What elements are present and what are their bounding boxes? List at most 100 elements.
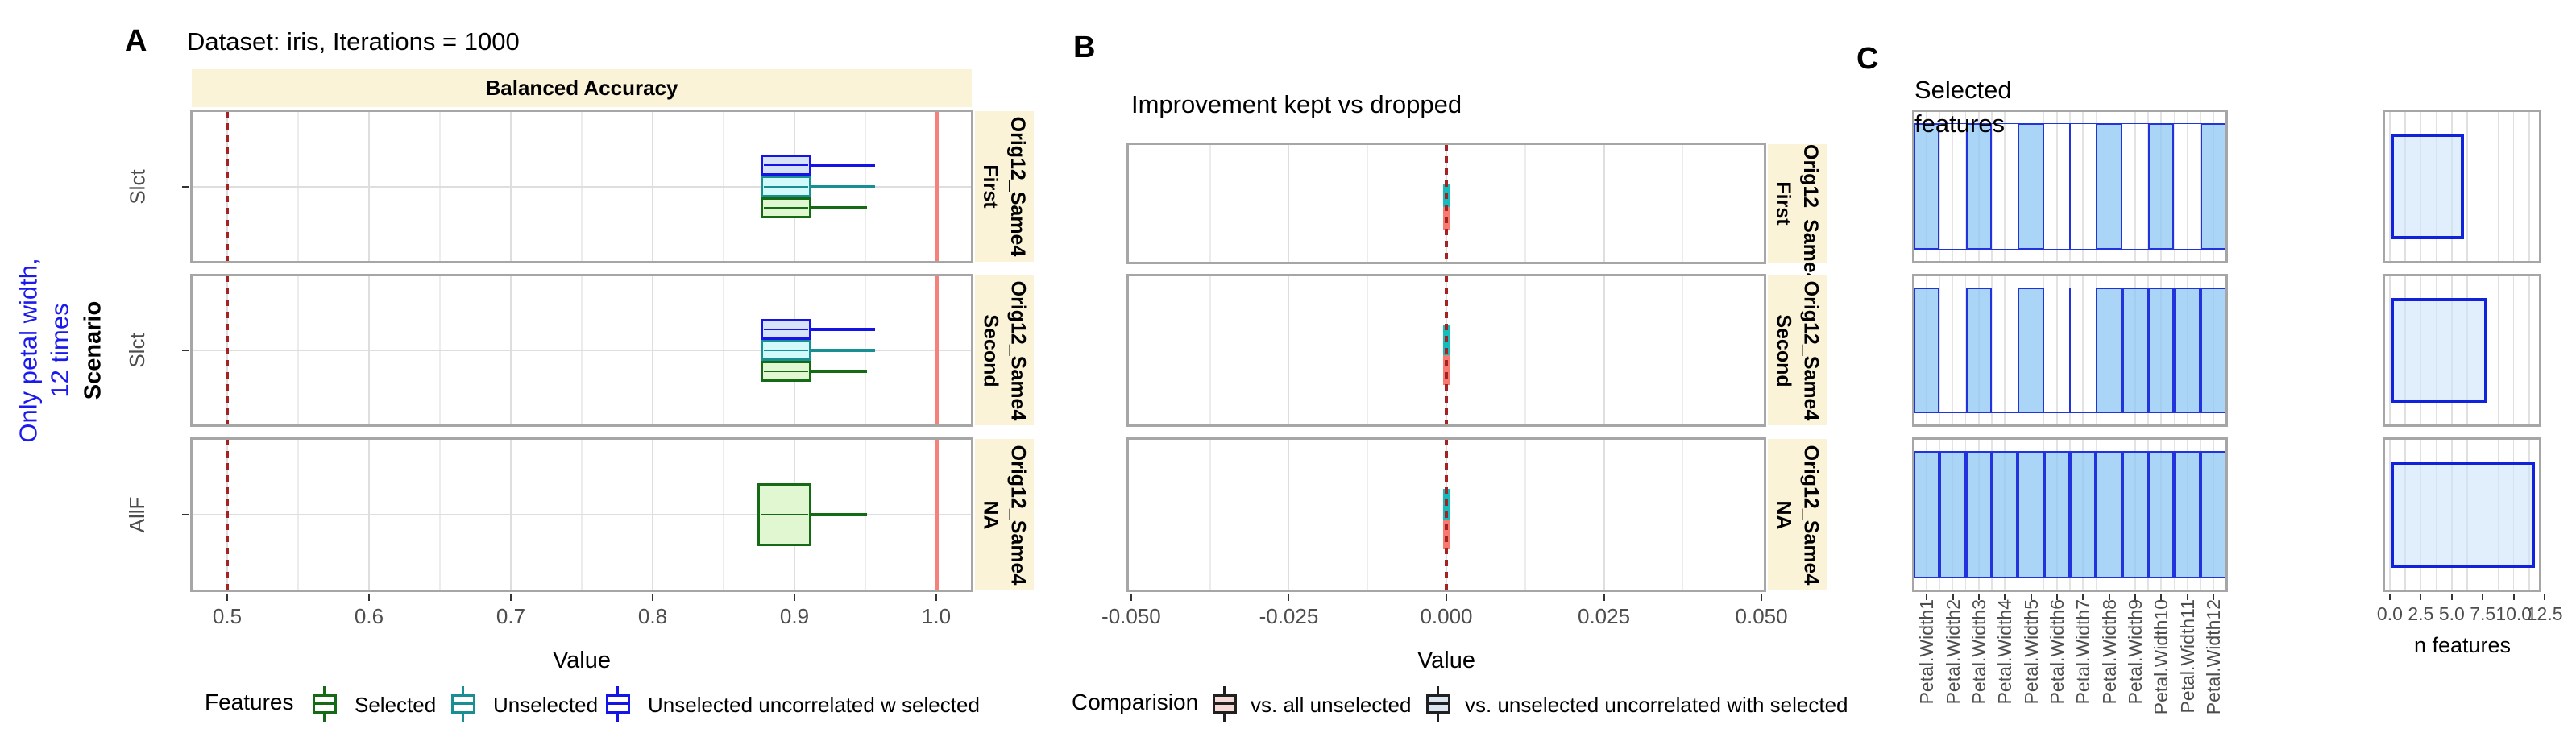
bar-feature xyxy=(2018,122,2044,250)
axis-tick-mark xyxy=(2030,594,2032,600)
axis-tick-mark xyxy=(368,594,370,601)
feature-tick-label: Petal.Width12 xyxy=(2202,599,2225,731)
boxplot-whisker xyxy=(811,349,876,352)
boxplot-whisker xyxy=(811,205,867,209)
bar-zero-width-line xyxy=(2069,122,2071,250)
boxplot-median xyxy=(763,164,809,167)
ref-line-solid xyxy=(934,275,939,425)
panel-title-c-line2: features xyxy=(1914,110,2006,138)
panel-border xyxy=(2383,437,2541,592)
bar-feature xyxy=(1965,287,1992,414)
axis-tick-mark xyxy=(2482,594,2484,600)
gridline-major xyxy=(1603,144,1605,263)
gridline-minor xyxy=(2004,111,2006,262)
gridline-minor xyxy=(2482,111,2483,262)
gridline-minor xyxy=(1209,275,1211,425)
boxplot-whisker xyxy=(811,327,876,331)
feature-tick-label: Petal.Width10 xyxy=(2150,599,2172,731)
panel-border xyxy=(2383,110,2541,263)
axis-tick-mark xyxy=(935,594,937,601)
facet-strip-right-label: Orig12_Same4 First xyxy=(1768,144,1827,284)
feature-tick-label: Petal.Width8 xyxy=(2098,599,2121,731)
y-axis-title-text: Scenario xyxy=(80,300,106,400)
axis-tick-mark xyxy=(2108,594,2110,600)
boxplot-median xyxy=(763,328,809,330)
gridline-minor xyxy=(1682,275,1684,425)
panel-border xyxy=(1126,143,1766,264)
gridline-major xyxy=(1288,275,1290,425)
facet-strip-right-label: Orig12_Same4 First xyxy=(975,111,1034,262)
x-axis-title-nfeatures: n features xyxy=(2413,633,2512,657)
gridline-minor xyxy=(2056,111,2058,262)
feature-tick-label-text: Petal.Width3 xyxy=(1968,599,1989,705)
feature-tick-label-text: Petal.Width10 xyxy=(2150,599,2172,715)
feature-tick-label: Petal.Width6 xyxy=(2046,599,2068,731)
boxplot-median xyxy=(763,206,809,209)
gridline-minor xyxy=(2186,111,2188,262)
feature-tick-label-text: Petal.Width9 xyxy=(2124,599,2146,705)
bar-feature xyxy=(2122,287,2148,414)
bar-feature xyxy=(2200,287,2226,414)
facet-strip-right xyxy=(1768,439,1827,590)
bar-feature xyxy=(2148,122,2175,250)
feature-tick-label: Petal.Width11 xyxy=(2176,599,2199,731)
ref-line-dotted xyxy=(226,275,229,425)
legend-glyph-median xyxy=(1215,702,1234,705)
panel-border xyxy=(1126,437,1766,592)
legend-label-unselected-uncorrelated: Unselected uncorrelated w selected xyxy=(648,693,980,717)
ref-line-solid xyxy=(934,111,939,262)
axis-tick-mark xyxy=(2212,594,2214,600)
panel-letter-c: C xyxy=(1856,42,1879,76)
y-axis-row-label-text: Slct xyxy=(124,333,149,368)
axis-tick-mark xyxy=(182,350,189,351)
gridline-minor xyxy=(1682,144,1684,263)
ref-line-dotted xyxy=(1445,275,1448,425)
panel-border xyxy=(190,437,973,592)
bar-feature xyxy=(2174,451,2201,578)
panel-border xyxy=(190,110,973,263)
bar-feature xyxy=(2174,287,2201,414)
boxplot-median xyxy=(763,185,809,188)
gridline-minor xyxy=(2528,111,2530,262)
figure-annotation: Only petal width, 12 times xyxy=(10,111,77,590)
boxplot-median xyxy=(763,350,809,351)
panel-border xyxy=(1912,437,2228,592)
facet-strip-right-label-text: Orig12_Same4 NA xyxy=(1772,445,1823,585)
axis-tick-label: 0.0 xyxy=(2376,603,2403,624)
gridline-minor xyxy=(1991,111,1993,262)
y-axis-row-label: Slct xyxy=(121,275,153,425)
bar-feature xyxy=(2122,451,2148,578)
boxplot-whisker xyxy=(811,164,876,168)
legend-key-unselected-uncorrelated-icon xyxy=(606,686,630,722)
axis-tick-label: 2.5 xyxy=(2408,603,2434,624)
boxplot-whisker xyxy=(811,370,867,374)
gridline-major xyxy=(1603,275,1605,425)
panel-letter-a: A xyxy=(125,24,147,58)
x-axis-title-a: Value xyxy=(552,648,612,673)
axis-tick-label: 12.5 xyxy=(2526,603,2563,624)
boxplot-median xyxy=(761,514,809,515)
gridline-minor xyxy=(1209,439,1211,590)
axis-tick-label: -0.025 xyxy=(1259,604,1319,628)
ref-line-dotted xyxy=(1445,439,1448,590)
gridline-minor xyxy=(2043,111,2045,262)
nfeatures-box xyxy=(2391,134,2465,239)
panel-border xyxy=(2383,274,2541,427)
axis-tick-label: 0.9 xyxy=(779,604,810,628)
axis-tick-mark xyxy=(2082,594,2084,600)
bar-feature xyxy=(1914,287,1940,414)
axis-tick-label: 0.8 xyxy=(637,604,668,628)
panel-title-a: Dataset: iris, Iterations = 1000 xyxy=(187,27,520,56)
axis-tick-mark xyxy=(2160,594,2163,600)
feature-tick-label-text: Petal.Width8 xyxy=(2098,599,2119,705)
gridline-minor xyxy=(2056,275,2058,425)
bar-feature xyxy=(2148,451,2175,578)
feature-tick-label-text: Petal.Width12 xyxy=(2202,599,2224,715)
axis-tick-label: 0.5 xyxy=(212,604,243,628)
panel-title-b: Improvement kept vs dropped xyxy=(1131,90,1462,118)
axis-tick-label: 0.7 xyxy=(496,604,526,628)
axis-tick-mark xyxy=(2186,594,2188,600)
gridline-minor xyxy=(1367,275,1369,425)
axis-tick-mark xyxy=(2420,594,2422,600)
bar-feature xyxy=(1965,122,1992,250)
